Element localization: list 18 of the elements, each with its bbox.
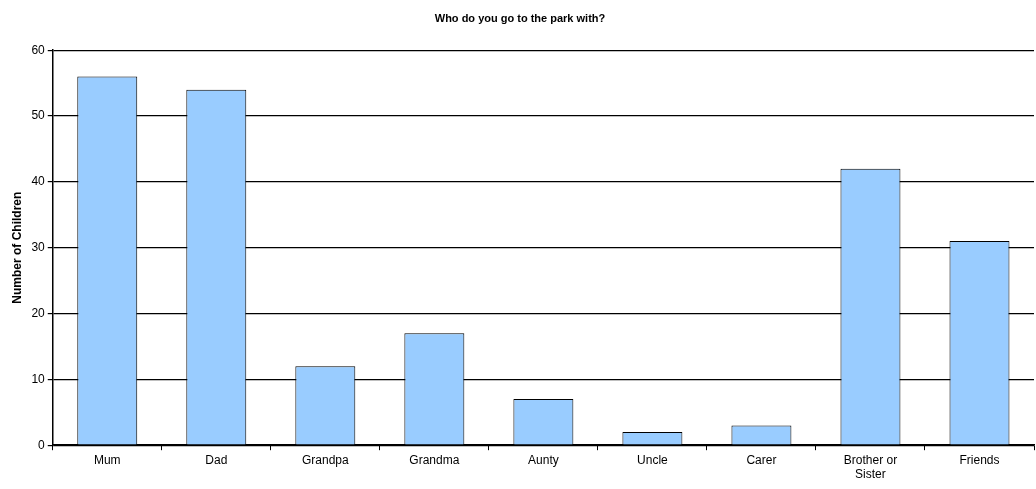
y-tick-label: 40 (31, 174, 46, 189)
y-axis-title: Number of Children (9, 191, 24, 304)
x-tick-label: Grandpa (301, 452, 349, 467)
x-tick-label: Carer (746, 452, 777, 467)
y-tick-label: 0 (38, 437, 46, 452)
x-tick-label: Brother or Sister (843, 452, 898, 482)
x-tick-label: Aunty (528, 452, 559, 467)
y-tick-label: 50 (31, 108, 46, 123)
x-tick-label: Dad (205, 452, 228, 467)
y-tick-label: 30 (31, 240, 46, 255)
chart-title: Who do you go to the park with? (434, 11, 606, 24)
y-tick-label: 60 (31, 42, 46, 57)
x-tick-label: Mum (93, 452, 121, 467)
y-tick-label: 20 (31, 305, 46, 320)
x-tick-label: Uncle (637, 452, 669, 467)
x-tick-label: Friends (959, 452, 1000, 467)
x-tick-label: Grandma (409, 452, 460, 467)
y-tick-label: 10 (31, 371, 46, 386)
